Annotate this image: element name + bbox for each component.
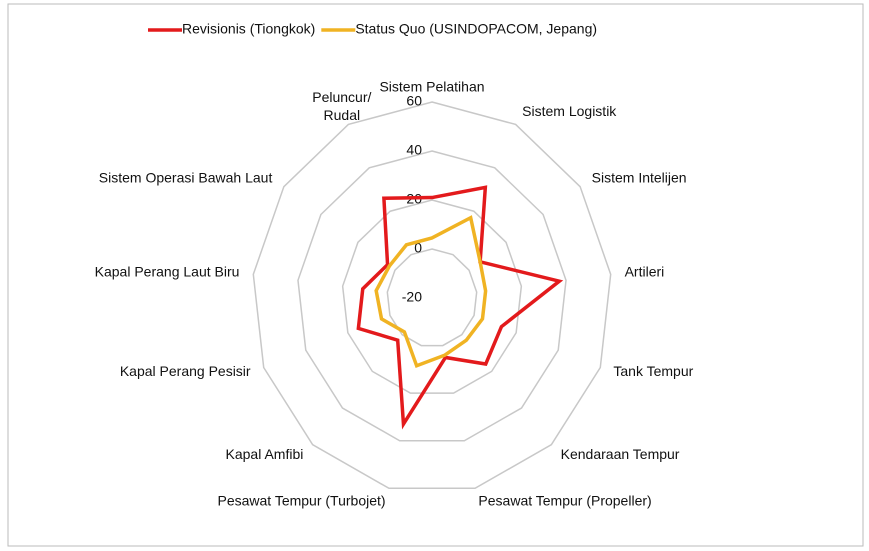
series-line bbox=[356, 185, 564, 430]
category-label: Artileri bbox=[625, 263, 665, 279]
category-label: Kapal Amfibi bbox=[226, 446, 304, 462]
legend-label: Revisionis (Tiongkok) bbox=[182, 21, 315, 37]
r-tick-label: 40 bbox=[406, 142, 422, 158]
grid-ring bbox=[252, 101, 612, 490]
category-label: Sistem Intelijen bbox=[592, 169, 687, 185]
r-tick-label: 60 bbox=[406, 93, 422, 109]
r-tick-label: -20 bbox=[402, 289, 422, 305]
category-label: Kapal Perang Laut Biru bbox=[95, 263, 240, 279]
r-tick-label: 0 bbox=[414, 240, 422, 256]
category-label: Pesawat Tempur (Turbojet) bbox=[217, 493, 385, 509]
grid-ring bbox=[341, 199, 523, 394]
grid-ring bbox=[386, 248, 478, 347]
frame bbox=[7, 3, 864, 547]
category-label: Sistem Logistik bbox=[522, 103, 617, 119]
category-label: Peluncur/Rudal bbox=[312, 89, 371, 123]
category-label: Sistem Operasi Bawah Laut bbox=[99, 169, 273, 185]
legend-label: Status Quo (USINDOPACOM, Jepang) bbox=[355, 21, 597, 37]
category-label: Tank Tempur bbox=[613, 363, 693, 379]
grid-ring bbox=[297, 150, 567, 442]
category-label: Pesawat Tempur (Propeller) bbox=[478, 493, 651, 509]
category-label: Kapal Perang Pesisir bbox=[120, 363, 251, 379]
category-label: Sistem Pelatihan bbox=[379, 79, 484, 95]
category-label: Kendaraan Tempur bbox=[561, 446, 680, 462]
series-line bbox=[374, 215, 488, 369]
